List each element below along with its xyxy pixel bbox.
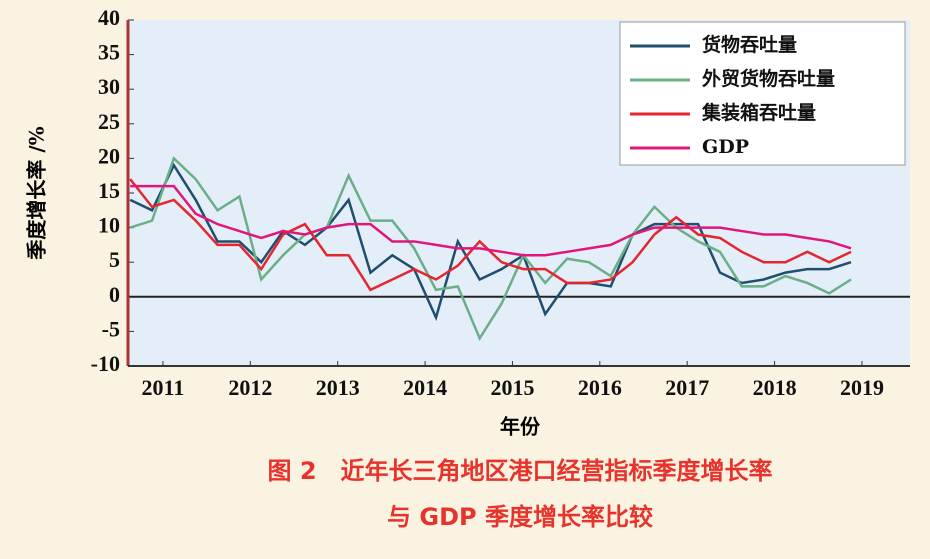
x-tick-label: 2016: [578, 375, 622, 400]
y-tick-label: -10: [91, 351, 120, 376]
legend-label: 外贸货物吞吐量: [702, 67, 835, 90]
x-tick-label: 2018: [753, 375, 797, 400]
legend-label: 集装箱吞吐量: [701, 101, 816, 124]
y-tick-label: 5: [109, 247, 120, 272]
x-tick-label: 2012: [228, 375, 272, 400]
y-tick-label: -5: [102, 316, 120, 341]
x-tick-label: 2015: [490, 375, 534, 400]
legend-label: 货物吞吐量: [702, 33, 797, 56]
y-tick-label: 20: [98, 143, 120, 168]
series-line: [129, 162, 852, 322]
x-tick-label: 2013: [316, 375, 360, 400]
y-tick-label: 25: [98, 109, 120, 134]
y-tick-label: 40: [98, 5, 120, 30]
y-tick-label: 30: [98, 74, 120, 99]
legend-label: GDP: [702, 136, 749, 158]
y-tick-label: 35: [98, 40, 120, 65]
chart-title: 与 GDP 季度增长率比较: [387, 503, 653, 531]
series-line: [129, 156, 852, 342]
x-tick-label: 2017: [665, 375, 709, 400]
series-line: [129, 178, 852, 292]
x-label: 年份: [500, 415, 541, 439]
y-tick-label: 10: [98, 213, 120, 238]
y-label: 季度增长率 /%: [25, 126, 49, 260]
series-line: [130, 184, 852, 257]
x-tick-label: 2011: [142, 375, 185, 400]
x-tick-label: 2014: [403, 375, 447, 400]
chart-title: 图 2 近年长三角地区港口经营指标季度增长率: [267, 457, 772, 485]
y-tick-label: 15: [98, 178, 120, 203]
y-tick-label: 0: [109, 282, 120, 307]
x-tick-label: 2019: [840, 375, 884, 400]
